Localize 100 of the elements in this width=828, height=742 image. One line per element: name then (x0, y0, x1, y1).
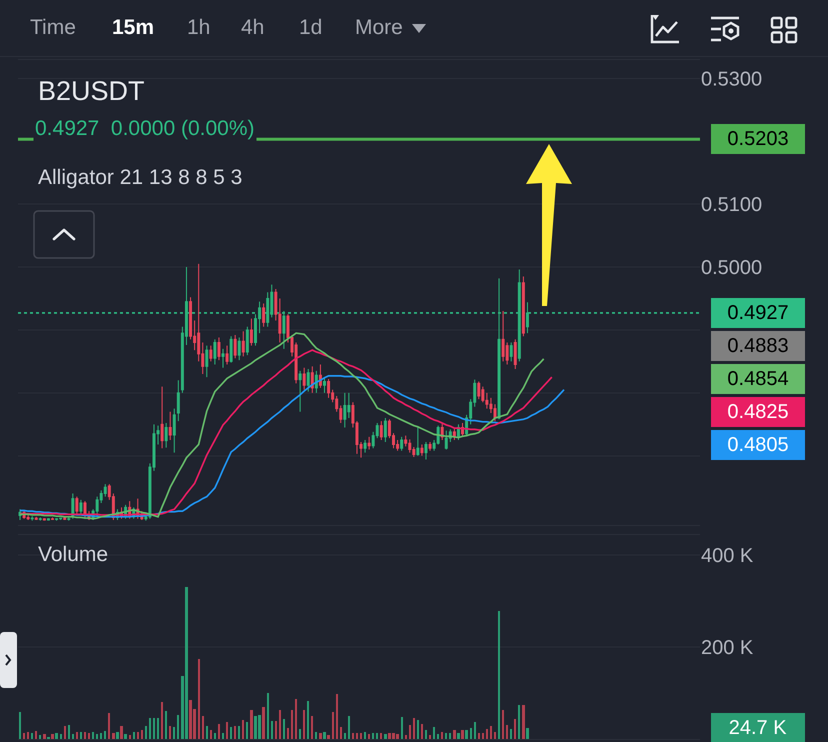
bar (262, 707, 265, 739)
candlestick (46, 518, 50, 522)
bar (120, 726, 123, 739)
y-tick-label: 0.5000 (701, 257, 762, 280)
text: 1h (187, 16, 210, 40)
bar (494, 732, 496, 739)
bar (60, 734, 62, 739)
bar (133, 732, 135, 739)
bar (271, 721, 273, 739)
bar (129, 735, 131, 739)
bar (206, 726, 208, 739)
candlestick (424, 441, 428, 460)
bar (315, 732, 317, 739)
bar (413, 718, 415, 739)
y-tick-label: 400 K (701, 544, 754, 567)
candlestick (327, 378, 330, 398)
bar (470, 728, 472, 739)
bar (514, 719, 516, 739)
bar (360, 733, 362, 739)
bar (279, 710, 281, 739)
ref-line-label: 0.4927 (727, 302, 789, 324)
bar (149, 718, 151, 739)
bar (518, 705, 520, 739)
candlestick (213, 338, 216, 366)
candlestick (428, 441, 432, 452)
bar (35, 731, 37, 739)
y-tick-label: 200 K (701, 636, 754, 659)
bar (189, 700, 192, 739)
bar (80, 732, 82, 739)
bar (348, 716, 350, 739)
bar (19, 712, 21, 739)
candlestick (510, 342, 513, 362)
candlestick (172, 408, 176, 454)
bar (453, 730, 456, 739)
bar (405, 735, 407, 739)
candlestick (522, 276, 525, 337)
bar (198, 659, 200, 739)
bar (108, 713, 110, 739)
bar (478, 733, 480, 739)
text: 4h (241, 16, 264, 40)
text: 15m (112, 16, 154, 40)
bar (124, 734, 127, 739)
bar (230, 727, 232, 739)
bar (336, 694, 338, 739)
candlestick (502, 310, 505, 362)
bar (417, 720, 419, 739)
bar (364, 732, 366, 739)
bar (327, 735, 330, 739)
bar (461, 730, 464, 739)
bar (145, 726, 147, 739)
bar (64, 726, 66, 739)
candlestick (55, 518, 58, 522)
bar (421, 724, 423, 739)
text: More (355, 16, 403, 40)
bar (137, 732, 139, 739)
chart-title: Volume (38, 543, 108, 566)
bar (68, 725, 70, 739)
bar (43, 734, 46, 739)
text: 24.7 K (728, 717, 788, 739)
candlestick (364, 440, 367, 454)
candlestick (302, 367, 306, 390)
candlestick (226, 345, 229, 366)
bar (51, 734, 54, 739)
bar (202, 716, 204, 739)
bar (283, 719, 285, 739)
bar (340, 727, 342, 739)
bar (214, 733, 216, 739)
bar (161, 702, 163, 739)
bar (250, 710, 253, 739)
bar (173, 727, 175, 739)
candlestick (176, 380, 180, 422)
bar (465, 730, 468, 739)
bar (311, 716, 313, 739)
bar (31, 733, 33, 739)
bar (522, 705, 525, 739)
bar (526, 728, 529, 739)
bar (409, 725, 411, 739)
bar (437, 734, 439, 739)
bar (372, 733, 374, 739)
bar (39, 735, 41, 739)
text: 0.4883 (727, 335, 789, 357)
candlestick (477, 381, 480, 400)
bar (429, 735, 431, 739)
text: 0.4805 (727, 434, 789, 456)
text: 0.4927 0.0000 (0.00%) (35, 117, 254, 140)
candlestick (51, 516, 54, 520)
bar (303, 710, 305, 739)
bar (291, 710, 293, 739)
bar (23, 733, 25, 739)
annotation: Alligator 21 13 8 8 5 3 (38, 166, 242, 189)
bar (380, 733, 382, 739)
bar (392, 733, 395, 739)
bar (226, 722, 228, 739)
bar (510, 729, 512, 739)
candlestick (323, 376, 326, 394)
candlestick (262, 303, 266, 328)
candlestick (230, 336, 233, 364)
candlestick (343, 392, 346, 428)
bar (116, 732, 119, 739)
bar (246, 722, 248, 739)
